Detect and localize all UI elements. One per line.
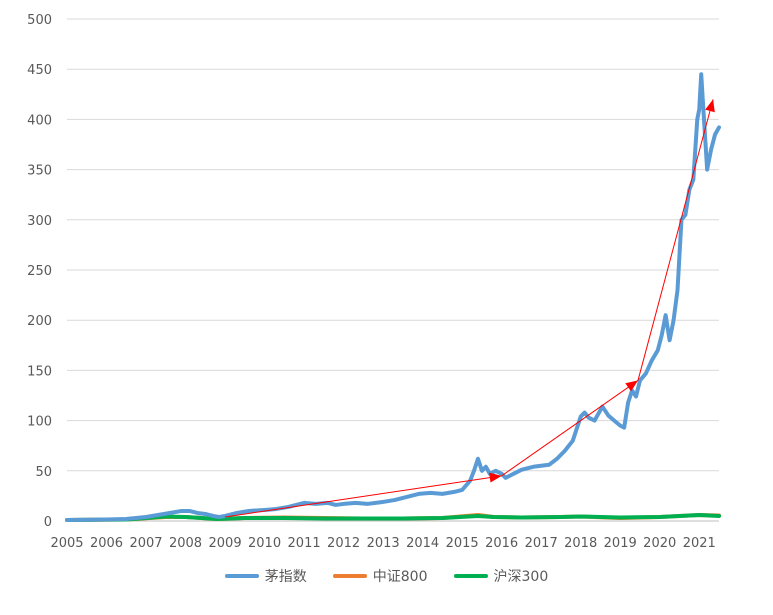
x-tick-label: 2012 bbox=[327, 536, 360, 551]
y-axis: 0 50 100 150 200 250 300 350 400 450 500 bbox=[27, 13, 52, 530]
y-tick-label: 500 bbox=[27, 13, 52, 28]
y-tick-label: 200 bbox=[27, 314, 52, 329]
x-tick-label: 2017 bbox=[525, 536, 558, 551]
x-tick-label: 2019 bbox=[604, 536, 637, 551]
trend-arrow-line bbox=[501, 380, 639, 477]
legend-swatch bbox=[224, 574, 259, 578]
x-tick-label: 2021 bbox=[683, 536, 716, 551]
trend-arrow-head bbox=[705, 99, 715, 113]
series-line-0 bbox=[65, 72, 721, 522]
x-tick-label: 2013 bbox=[367, 536, 400, 551]
y-tick-label: 100 bbox=[27, 415, 52, 430]
x-tick-label: 2018 bbox=[564, 536, 597, 551]
y-tick-label: 150 bbox=[27, 364, 52, 379]
trend-arrows bbox=[224, 99, 715, 518]
y-tick-label: 450 bbox=[27, 63, 52, 78]
x-tick-label: 2008 bbox=[169, 536, 202, 551]
trend-arrow-line bbox=[224, 475, 502, 518]
trend-arrow-head bbox=[625, 380, 638, 392]
legend-item: 沪深300 bbox=[453, 566, 549, 586]
x-tick-label: 2011 bbox=[288, 536, 321, 551]
series-lines bbox=[65, 72, 721, 522]
legend-label: 茅指数 bbox=[264, 569, 307, 585]
x-tick-label: 2009 bbox=[209, 536, 242, 551]
y-tick-label: 400 bbox=[27, 113, 52, 128]
trend-arrow-line bbox=[637, 99, 714, 381]
y-tick-label: 350 bbox=[27, 164, 52, 179]
chart-legend: 茅指数 中证800 沪深300 bbox=[0, 564, 773, 588]
x-tick-label: 2015 bbox=[446, 536, 479, 551]
x-tick-label: 2014 bbox=[406, 536, 439, 551]
x-axis: 2005 2006 2007 2008 2009 2010 2011 2012 2013 2014… bbox=[50, 520, 719, 551]
y-tick-label: 250 bbox=[27, 264, 52, 279]
y-tick-label: 50 bbox=[35, 465, 52, 480]
x-tick-label: 2020 bbox=[643, 536, 676, 551]
x-tick-label: 2005 bbox=[50, 536, 83, 551]
x-tick-label: 2016 bbox=[485, 536, 518, 551]
legend-swatch bbox=[332, 574, 367, 578]
legend-label: 中证800 bbox=[372, 569, 428, 585]
grid-lines bbox=[67, 18, 719, 522]
legend-item: 茅指数 bbox=[224, 566, 307, 586]
x-tick-label: 2010 bbox=[248, 536, 281, 551]
x-tick-label: 2007 bbox=[129, 536, 162, 551]
trend-arrow-head bbox=[489, 472, 502, 483]
legend-swatch bbox=[453, 574, 488, 578]
series-line-2 bbox=[65, 512, 721, 522]
legend-item: 中证800 bbox=[332, 566, 428, 586]
y-tick-label: 300 bbox=[27, 214, 52, 229]
y-tick-label: 0 bbox=[44, 515, 52, 530]
x-tick-label: 2006 bbox=[90, 536, 123, 551]
legend-label: 沪深300 bbox=[493, 569, 549, 585]
